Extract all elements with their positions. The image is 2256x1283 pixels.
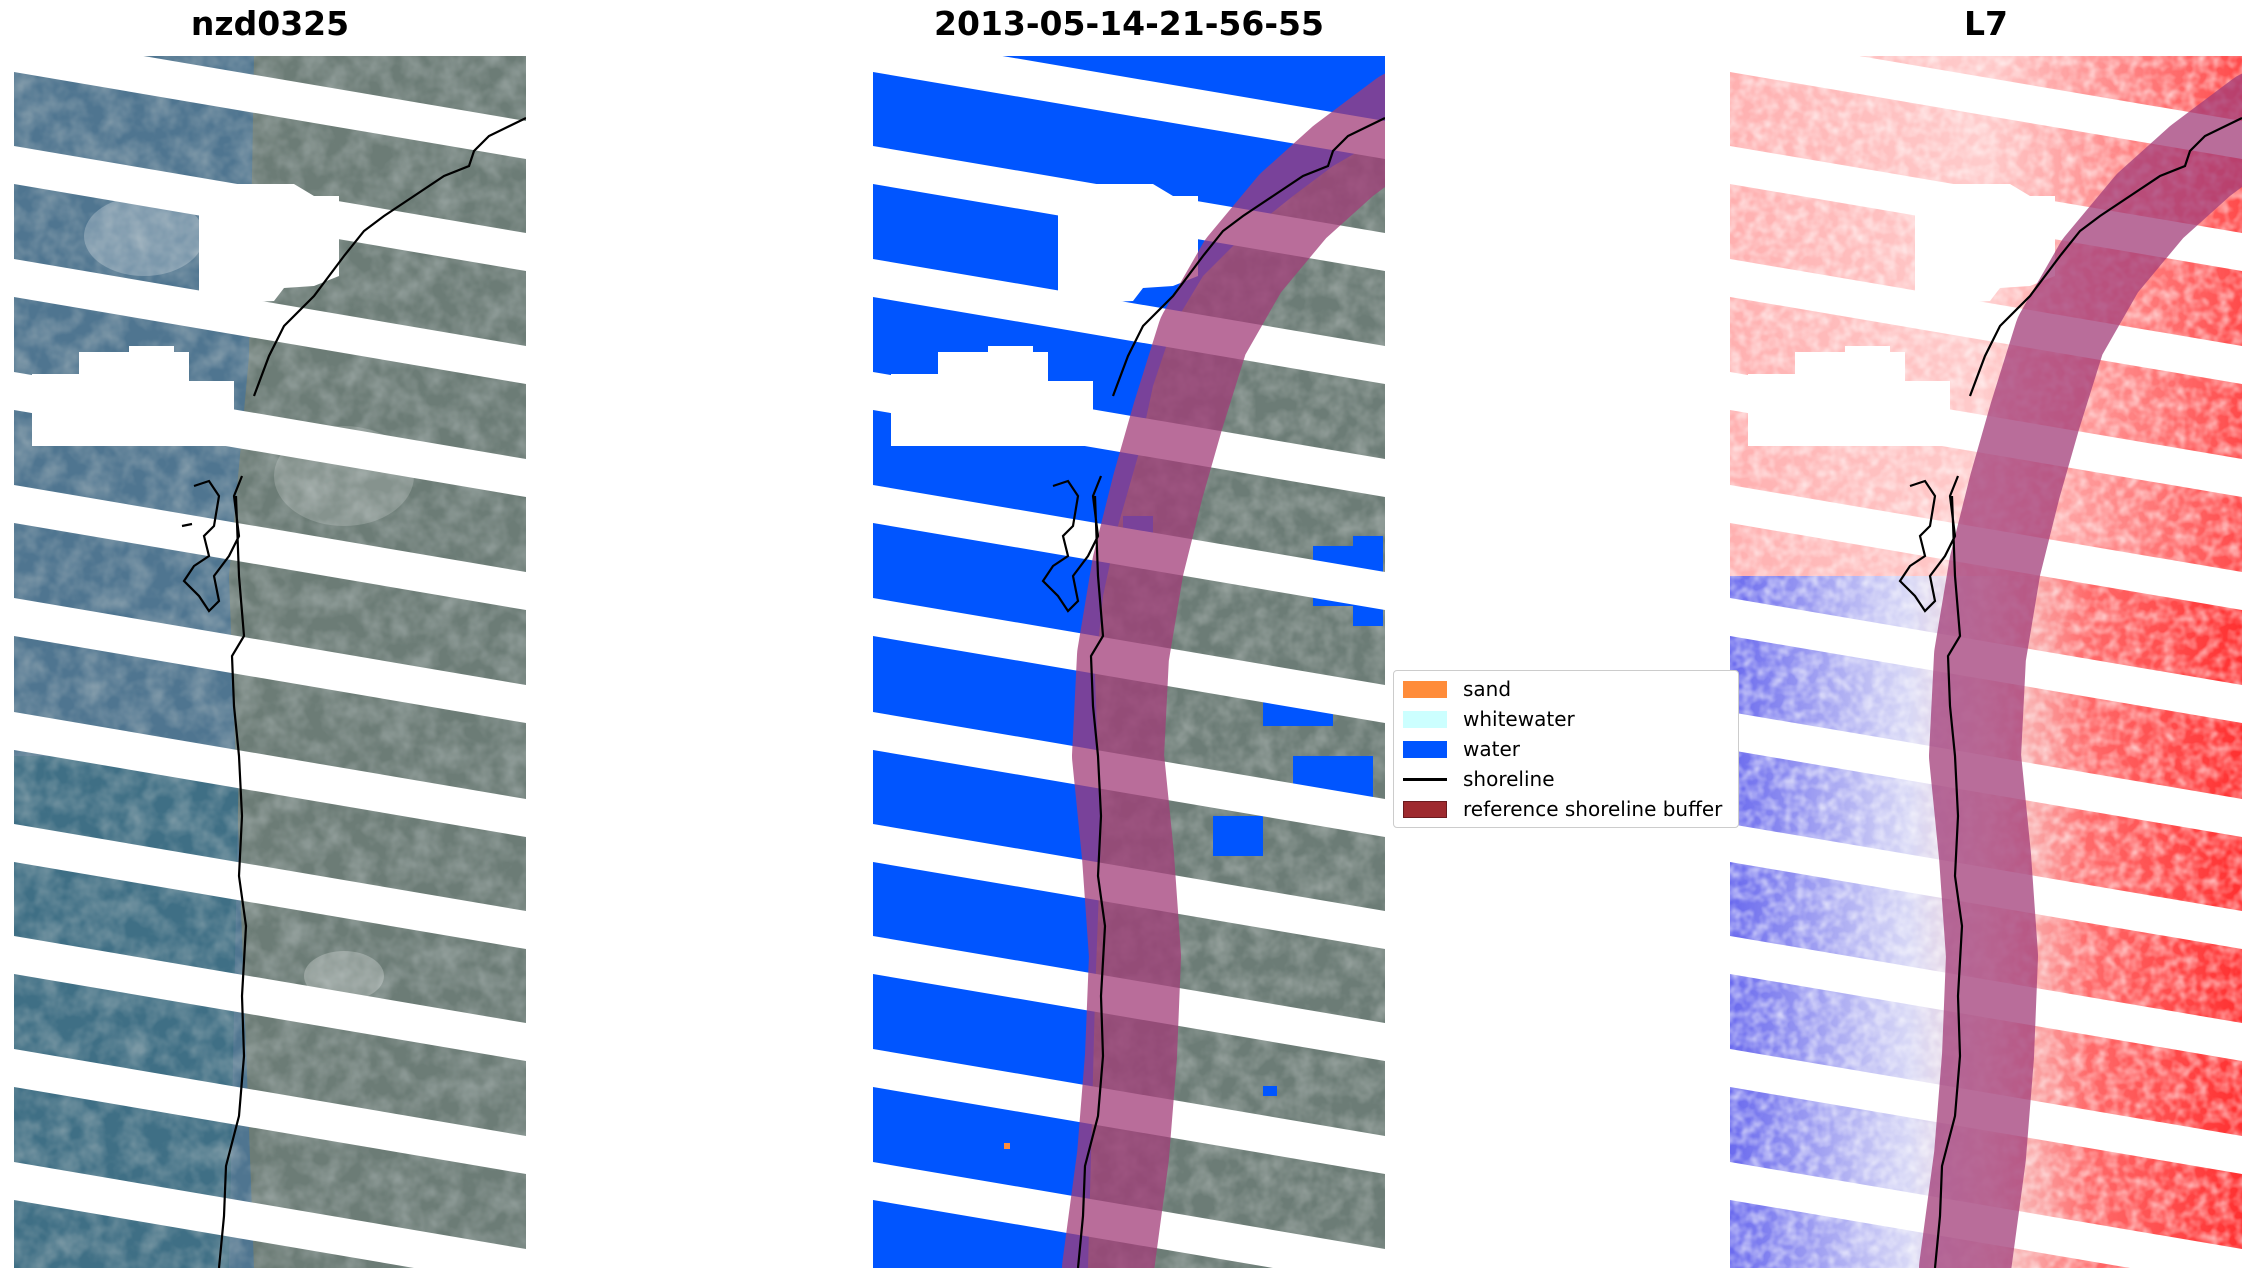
legend-label-buffer: reference shoreline buffer	[1463, 797, 1723, 821]
shoreline-line	[181, 117, 526, 1268]
legend: sand whitewater water shoreline referenc…	[1393, 670, 1739, 828]
classification-panel	[873, 56, 1385, 1268]
shoreline-line	[1898, 117, 2242, 1268]
panel-title-rgb: nzd0325	[190, 4, 350, 43]
legend-item-water: water	[1403, 735, 1520, 763]
legend-label-sand: sand	[1463, 677, 1512, 701]
panel-title-date: 2013-05-14-21-56-55	[934, 4, 1324, 43]
cloud-mask	[14, 56, 339, 446]
scan-gap	[14, 824, 526, 950]
legend-label-whitewater: whitewater	[1463, 707, 1575, 731]
reference-shoreline-buffer	[1062, 74, 1385, 1268]
legend-label-shoreline: shoreline	[1463, 767, 1555, 791]
rgb-image-panel	[14, 56, 526, 1268]
legend-swatch-whitewater	[1403, 710, 1447, 728]
legend-item-sand: sand	[1403, 675, 1511, 703]
scan-gap	[14, 598, 526, 724]
legend-swatch-water	[1403, 740, 1447, 758]
legend-swatch-sand	[1403, 680, 1447, 698]
scan-gap	[14, 259, 526, 385]
shoreline-line	[1041, 117, 1385, 1268]
cloud-mask	[1748, 184, 2055, 446]
legend-item-whitewater: whitewater	[1403, 705, 1575, 733]
scan-gap	[14, 1162, 526, 1268]
scan-gap	[1730, 56, 2242, 160]
scan-gap	[14, 712, 526, 838]
legend-item-reference-shoreline-buffer: reference shoreline buffer	[1403, 795, 1722, 823]
scan-gap	[14, 936, 526, 1062]
scan-gap	[873, 56, 1385, 160]
scan-gap	[14, 56, 526, 160]
legend-swatch-shoreline	[1403, 777, 1447, 781]
scan-line-gaps	[14, 56, 526, 1268]
panel-title-sensor: L7	[1964, 4, 2008, 43]
reference-shoreline-buffer	[1919, 74, 2242, 1268]
legend-item-shoreline: shoreline	[1403, 765, 1555, 793]
cloud-mask	[873, 56, 1198, 446]
scan-gap	[873, 259, 1385, 385]
sand-pixel	[1004, 1143, 1010, 1149]
index-map-panel	[1730, 56, 2242, 1268]
scan-gap	[1730, 259, 2242, 385]
legend-label-water: water	[1463, 737, 1520, 761]
scan-gap	[14, 1049, 526, 1175]
legend-swatch-buffer	[1403, 800, 1447, 818]
scan-gap	[14, 485, 526, 611]
